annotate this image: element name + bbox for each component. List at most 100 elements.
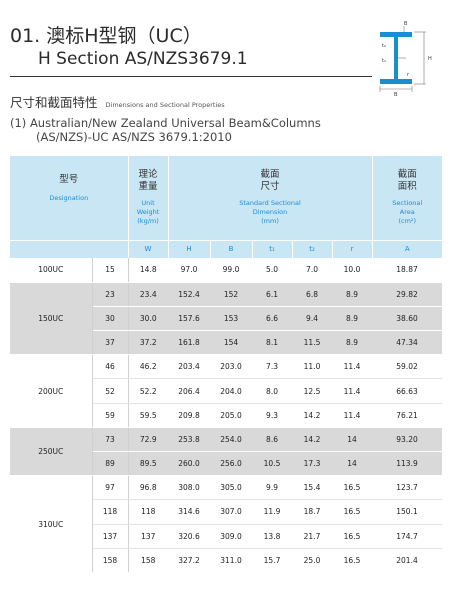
value-cell: 309.0	[210, 524, 253, 549]
value-cell: 118	[128, 499, 169, 525]
header-area-en-1: Sectional	[392, 199, 423, 208]
value-cell: 254.0	[210, 427, 253, 453]
size-cell: 137	[92, 524, 129, 549]
value-cell: 89.5	[128, 451, 169, 477]
unit-r: r	[332, 240, 373, 258]
value-cell: 66.63	[372, 378, 443, 404]
value-cell: 18.87	[372, 258, 443, 283]
value-cell: 201.4	[372, 548, 443, 573]
unit-t1: t₁	[252, 240, 293, 258]
value-cell: 8.1	[252, 330, 293, 356]
size-cell: 89	[92, 451, 129, 477]
unit-h: H	[168, 240, 211, 258]
value-cell: 154	[210, 330, 253, 356]
value-cell: 99.0	[210, 258, 253, 283]
value-cell: 16.5	[332, 499, 373, 525]
unit-b: B	[210, 240, 253, 258]
standard-line-2: (AS/NZS)-UC AS/NZS 3679.1:2010	[36, 130, 232, 144]
value-cell: 9.4	[292, 306, 333, 332]
value-cell: 21.7	[292, 524, 333, 549]
section-subheading: 尺寸和截面特性 Dimensions and Sectional Properti…	[10, 92, 225, 111]
value-cell: 16.5	[332, 548, 373, 573]
value-cell: 152	[210, 282, 253, 307]
unit-w: W	[128, 240, 169, 258]
table-row: 200UC 46 46.2 203.4 203.0 7.3 11.0 11.4 59.02	[10, 354, 443, 428]
table-row: 59 59.5 209.8 205.0 9.3 14.2 11.4 76.21	[10, 403, 443, 428]
unit-cell-blank	[10, 240, 129, 258]
value-cell: 52.2	[128, 378, 169, 404]
value-cell: 59.5	[128, 403, 169, 428]
value-cell: 152.4	[168, 282, 211, 307]
table-row: 37 37.2 161.8 154 8.1 11.5 8.9 47.34	[10, 330, 443, 356]
value-cell: 203.0	[210, 354, 253, 380]
diagram-label-r: r	[407, 72, 410, 78]
value-cell: 97.0	[168, 258, 211, 283]
header-dimension-en-2: Dimension	[252, 208, 288, 217]
value-cell: 11.5	[292, 330, 333, 356]
size-cell: 158	[92, 548, 129, 573]
header-designation-zh: 型号	[59, 174, 79, 186]
value-cell: 204.0	[210, 378, 253, 404]
value-cell: 305.0	[210, 475, 253, 501]
title-divider	[10, 76, 372, 77]
table-row: 310UC 97 96.8 308.0 305.0 9.9 15.4 16.5 123.7	[10, 475, 443, 573]
value-cell: 113.9	[372, 451, 443, 477]
header-dimension-zh-1: 截面	[260, 169, 280, 181]
value-cell: 308.0	[168, 475, 211, 501]
value-cell: 10.0	[332, 258, 373, 283]
dimensions-table: 型号 Designation 理论 重量 Unit Weight (kg/m)	[10, 156, 443, 573]
standard-caption: (1) Australian/New Zealand Universal Bea…	[10, 116, 321, 144]
table-row: 52 52.2 206.4 204.0 8.0 12.5 11.4 66.63	[10, 378, 443, 404]
value-cell: 6.6	[252, 306, 293, 332]
value-cell: 174.7	[372, 524, 443, 549]
table-row: 250UC 73 72.9 253.8 254.0 8.6 14.2 14 93.20	[10, 427, 443, 477]
value-cell: 8.0	[252, 378, 293, 404]
value-cell: 38.60	[372, 306, 443, 332]
value-cell: 12.5	[292, 378, 333, 404]
value-cell: 11.0	[292, 354, 333, 380]
designation-cell: 310UC	[10, 475, 93, 573]
value-cell: 8.9	[332, 330, 373, 356]
value-cell: 15.7	[252, 548, 293, 573]
value-cell: 16.5	[332, 524, 373, 549]
value-cell: 203.4	[168, 354, 211, 380]
value-cell: 46.2	[128, 354, 169, 380]
value-cell: 11.4	[332, 403, 373, 428]
value-cell: 11.4	[332, 354, 373, 380]
value-cell: 8.9	[332, 306, 373, 332]
value-cell: 311.0	[210, 548, 253, 573]
value-cell: 29.82	[372, 282, 443, 307]
table-row: 137 137 320.6 309.0 13.8 21.7 16.5 174.7	[10, 524, 443, 549]
value-cell: 153	[210, 306, 253, 332]
designation-cell: 100UC	[10, 258, 93, 283]
value-cell: 14.2	[292, 403, 333, 428]
value-cell: 6.1	[252, 282, 293, 307]
size-cell: 15	[92, 258, 129, 283]
header-weight-en-3: (kg/m)	[137, 217, 159, 226]
value-cell: 158	[128, 548, 169, 573]
size-cell: 73	[92, 427, 129, 453]
diagram-label-t1: t₁	[382, 58, 386, 64]
title-line-1: 01. 澳标H型钢（UC）	[10, 25, 202, 47]
value-cell: 307.0	[210, 499, 253, 525]
value-cell: 14.2	[292, 427, 333, 453]
header-area-en-2: Area	[399, 208, 415, 217]
value-cell: 14	[332, 427, 373, 453]
h-section-diagram-icon: B t₂ t₁ H r B	[379, 21, 432, 96]
standard-line-1: (1) Australian/New Zealand Universal Bea…	[10, 116, 321, 130]
value-cell: 93.20	[372, 427, 443, 453]
diagram-label-b: B	[394, 92, 398, 96]
value-cell: 59.02	[372, 354, 443, 380]
size-cell: 59	[92, 403, 129, 428]
diagram-label-h: H	[428, 56, 432, 62]
value-cell: 13.8	[252, 524, 293, 549]
size-cell: 52	[92, 378, 129, 404]
value-cell: 5.0	[252, 258, 293, 283]
header-designation-en: Designation	[49, 194, 89, 203]
value-cell: 11.4	[332, 378, 373, 404]
diagram-label-t2: t₂	[382, 43, 386, 49]
value-cell: 18.7	[292, 499, 333, 525]
size-cell: 23	[92, 282, 129, 307]
value-cell: 7.3	[252, 354, 293, 380]
value-cell: 206.4	[168, 378, 211, 404]
